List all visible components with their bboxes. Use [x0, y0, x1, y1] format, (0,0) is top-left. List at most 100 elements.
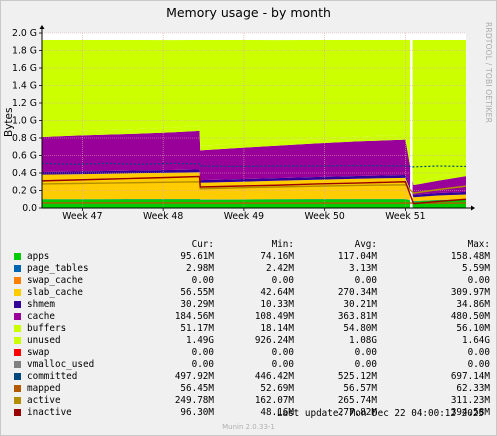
legend-value: 0.00	[191, 275, 214, 286]
legend-swatch	[14, 361, 21, 368]
rrdtool-credit: RRDTOOL / TOBI OETIKER	[484, 22, 493, 123]
legend-swatch	[14, 253, 21, 260]
legend-swatch	[14, 337, 21, 344]
line-inactive	[41, 175, 467, 205]
legend-value: 525.12M	[337, 371, 377, 382]
legend-value: 394.58M	[450, 407, 490, 418]
legend-value: 48.16M	[260, 407, 294, 418]
legend-column-header: Min:	[271, 239, 294, 250]
legend-value: 56.57M	[343, 383, 377, 394]
legend-swatch	[14, 397, 21, 404]
legend-series-name: active	[27, 395, 61, 406]
legend-value: 0.00	[467, 347, 490, 358]
legend-value: 42.64M	[260, 287, 294, 298]
legend-value: 30.29M	[180, 299, 214, 310]
legend-value: 56.10M	[456, 323, 490, 334]
data-gap	[410, 33, 413, 208]
legend-swatch	[14, 373, 21, 380]
y-tick-label: 0.8 G	[12, 133, 37, 144]
legend-series-name: slab_cache	[27, 287, 83, 298]
legend-value: 1.49G	[186, 335, 214, 346]
legend-value: 311.23M	[450, 395, 490, 406]
legend-swatch	[14, 409, 21, 416]
area-unused	[42, 40, 466, 183]
legend-value: 0.00	[271, 359, 294, 370]
legend-value: 0.00	[467, 275, 490, 286]
legend-series-name: apps	[27, 251, 50, 262]
legend-column-header: Cur:	[191, 239, 214, 250]
legend-value: 3.13M	[349, 263, 377, 274]
legend-value: 54.80M	[343, 323, 377, 334]
legend-value: 0.00	[467, 359, 490, 370]
legend-series-name: inactive	[27, 407, 72, 418]
area-page_tables	[42, 198, 466, 202]
y-tick-label: 1.0 G	[12, 116, 37, 127]
area-cache	[42, 130, 466, 195]
legend-value: 5.59M	[462, 263, 490, 274]
y-tick-label: 0.4 G	[12, 168, 37, 179]
line-active	[41, 181, 467, 194]
legend-value: 56.45M	[180, 383, 214, 394]
x-tick-label: Week 51	[385, 211, 425, 222]
last-update: Last update: Mon Dec 22 04:00:12 2025	[276, 408, 484, 419]
legend-value: 270.34M	[337, 287, 377, 298]
legend-value: 0.00	[354, 359, 377, 370]
legend-swatch	[14, 385, 21, 392]
legend-value: 1.64G	[462, 335, 490, 346]
legend-value: 480.50M	[450, 311, 490, 322]
legend-column-header: Max:	[467, 239, 490, 250]
legend-series-name: swap	[27, 347, 50, 358]
legend-value: 95.61M	[180, 251, 214, 262]
legend-value: 265.74M	[337, 395, 377, 406]
legend-swatch	[14, 277, 21, 284]
legend-value: 0.00	[354, 275, 377, 286]
area-buffers	[42, 126, 466, 186]
legend-value: 249.78M	[174, 395, 214, 406]
legend-series-name: shmem	[27, 299, 55, 310]
legend-swatch	[14, 325, 21, 332]
legend-value: 56.55M	[180, 287, 214, 298]
legend-value: 74.16M	[260, 251, 294, 262]
legend-value: 30.21M	[343, 299, 377, 310]
legend-swatch	[14, 313, 21, 320]
legend-series-name: vmalloc_used	[27, 359, 95, 370]
y-tick-label: 1.8 G	[12, 46, 37, 57]
y-tick-label: 0.2 G	[12, 186, 37, 197]
legend-swatch	[14, 301, 21, 308]
legend-value: 162.07M	[254, 395, 294, 406]
legend-column-header: Avg:	[354, 239, 377, 250]
y-tick-label: 1.6 G	[12, 63, 37, 74]
legend-value: 34.86M	[456, 299, 490, 310]
legend-value: 446.42M	[254, 371, 294, 382]
y-tick-label: 2.0 G	[12, 28, 37, 39]
y-tick-label: 0.0	[22, 203, 37, 214]
legend-value: 497.92M	[174, 371, 214, 382]
legend-value: 96.30M	[180, 407, 214, 418]
legend-value: 184.56M	[174, 311, 214, 322]
legend-series-name: mapped	[27, 383, 61, 394]
legend-value: 0.00	[354, 347, 377, 358]
area-slab_cache	[42, 172, 466, 202]
y-axis-arrow	[39, 25, 45, 29]
x-tick-label: Week 50	[305, 211, 345, 222]
legend-value: 309.97M	[450, 287, 490, 298]
legend-swatch	[14, 265, 21, 272]
legend-value: 117.04M	[337, 251, 377, 262]
legend-value: 0.00	[271, 347, 294, 358]
x-tick-label: Week 47	[62, 211, 102, 222]
legend-value: 277.82M	[337, 407, 377, 418]
y-tick-label: 1.4 G	[12, 81, 37, 92]
area-shmem	[42, 169, 466, 198]
legend-swatch	[14, 289, 21, 296]
legend-value: 2.98M	[186, 263, 214, 274]
legend-value: 697.14M	[450, 371, 490, 382]
legend-value: 0.00	[271, 275, 294, 286]
legend-series-name: cache	[27, 311, 55, 322]
legend-series-name: committed	[27, 371, 78, 382]
x-tick-label: Week 48	[143, 211, 183, 222]
legend-series-name: swap_cache	[27, 275, 83, 286]
y-tick-label: 1.2 G	[12, 98, 37, 109]
legend-value: 0.00	[191, 359, 214, 370]
legend-swatch	[14, 349, 21, 356]
legend-value: 18.14M	[260, 323, 294, 334]
